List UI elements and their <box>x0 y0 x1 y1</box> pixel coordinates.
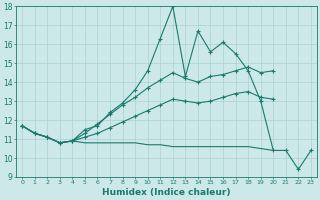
X-axis label: Humidex (Indice chaleur): Humidex (Indice chaleur) <box>102 188 231 197</box>
